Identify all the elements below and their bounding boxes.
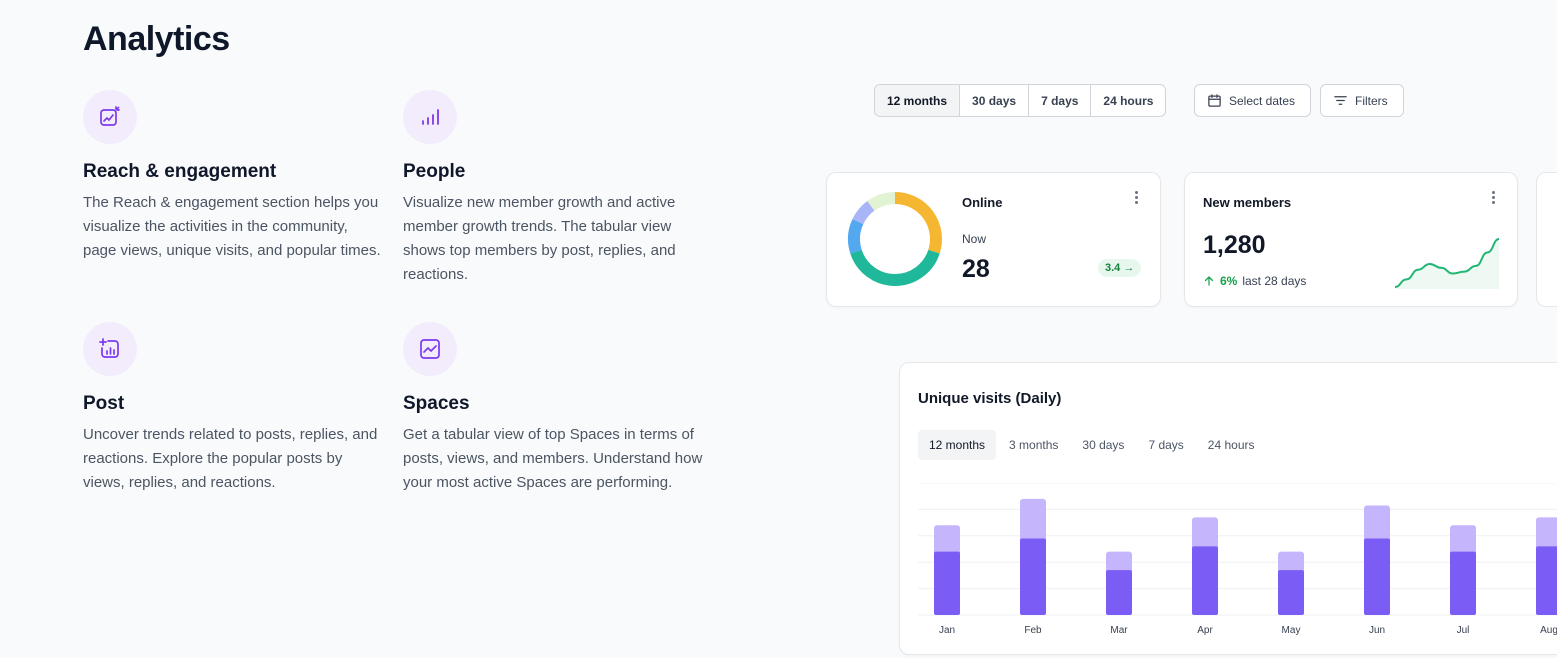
page-title: Analytics xyxy=(83,20,230,58)
tab-7-days[interactable]: 7 days xyxy=(1148,438,1184,452)
feature-reach-engagement: Reach & engagement The Reach & engagemen… xyxy=(83,90,383,263)
bar-plus-icon xyxy=(83,322,137,376)
x-tick-label: Apr xyxy=(1197,625,1213,636)
range-24-hours[interactable]: 24 hours xyxy=(1103,93,1154,108)
online-trend-badge: 3.4 → xyxy=(1098,259,1142,277)
sparkline-line xyxy=(1394,238,1500,288)
tab-30-days[interactable]: 30 days xyxy=(1082,438,1125,452)
feature-description: Visualize new member growth and active m… xyxy=(403,194,676,283)
donut-segment-4 xyxy=(867,192,896,211)
line-chart-icon xyxy=(403,322,457,376)
range-toggle: 12 months 30 days 7 days 24 hours xyxy=(874,84,1167,117)
online-value: 28 xyxy=(962,255,990,283)
x-tick-label: Feb xyxy=(1024,625,1042,636)
filters-label: Filters xyxy=(1355,93,1388,108)
chart-sparkle-icon xyxy=(83,90,137,144)
online-donut-chart xyxy=(848,192,942,286)
filters-button[interactable]: Filters xyxy=(1320,84,1404,117)
bar-signal-icon xyxy=(403,90,457,144)
bar-unique-jan xyxy=(934,551,960,615)
bar-unique-mar xyxy=(1106,570,1132,615)
bar-unique-aug xyxy=(1536,546,1557,615)
new-members-value: 1,280 xyxy=(1203,231,1266,259)
feature-people: People Visualize new member growth and a… xyxy=(403,90,703,287)
select-dates-label: Select dates xyxy=(1229,93,1296,108)
filter-lines-icon xyxy=(1334,96,1347,105)
new-members-delta-pct: 6% xyxy=(1220,274,1238,288)
donut-segment-2 xyxy=(848,218,864,254)
select-dates-button[interactable]: Select dates xyxy=(1194,84,1311,117)
tab-24-hours[interactable]: 24 hours xyxy=(1207,438,1255,452)
feature-title: People xyxy=(403,161,466,182)
unique-visits-bar-chart: Jan Feb Mar Apr May Jun Jul Aug xyxy=(918,483,1557,636)
new-members-card: New members 1,280 6% last 28 days xyxy=(1184,172,1518,307)
x-tick-label: Jul xyxy=(1457,625,1470,636)
feature-post: Post Uncover trends related to posts, re… xyxy=(83,322,383,495)
donut-segment-1 xyxy=(850,249,940,286)
unique-visits-card: Unique visits (Daily) 12 months 3 months… xyxy=(899,362,1557,655)
bar-unique-jul xyxy=(1450,551,1476,615)
x-tick-label: Jun xyxy=(1369,625,1385,636)
x-tick-label: May xyxy=(1282,625,1301,636)
sparkline-area xyxy=(1395,239,1499,289)
unique-visits-tabs: 12 months 3 months 30 days 7 days 24 hou… xyxy=(918,430,1266,460)
arrow-up-icon xyxy=(1204,276,1214,286)
online-sublabel: Now xyxy=(962,232,987,246)
feature-title: Reach & engagement xyxy=(83,161,277,182)
unique-visits-title: Unique visits (Daily) xyxy=(918,390,1062,407)
feature-spaces: Spaces Get a tabular view of top Spaces … xyxy=(403,322,703,495)
feature-title: Post xyxy=(83,393,125,414)
new-members-menu-icon[interactable] xyxy=(1492,191,1496,204)
donut-segment-3 xyxy=(852,200,875,225)
range-7-days[interactable]: 7 days xyxy=(1029,85,1092,116)
online-card: Online Now 28 3.4 → xyxy=(826,172,1161,307)
calendar-icon xyxy=(1208,94,1221,107)
range-30-days[interactable]: 30 days xyxy=(960,85,1030,116)
new-members-title: New members xyxy=(1203,195,1292,210)
range-12-months[interactable]: 12 months xyxy=(875,85,961,116)
donut-segment-0 xyxy=(894,192,942,254)
feature-description: Get a tabular view of top Spaces in term… xyxy=(403,426,703,491)
bar-unique-may xyxy=(1278,570,1304,615)
x-tick-label: Mar xyxy=(1110,625,1128,636)
new-members-delta: 6% last 28 days xyxy=(1203,274,1306,288)
x-tick-label: Aug xyxy=(1540,625,1557,636)
online-menu-icon[interactable] xyxy=(1135,191,1139,204)
partial-card xyxy=(1536,172,1557,307)
feature-description: Uncover trends related to posts, replies… xyxy=(83,426,378,491)
bar-unique-feb xyxy=(1020,538,1046,615)
bar-unique-jun xyxy=(1364,538,1390,615)
feature-title: Spaces xyxy=(403,393,470,414)
bar-unique-apr xyxy=(1192,546,1218,615)
online-title: Online xyxy=(962,195,1003,210)
tab-3-months[interactable]: 3 months xyxy=(1009,438,1059,452)
new-members-delta-label: last 28 days xyxy=(1242,274,1307,288)
x-tick-label: Jan xyxy=(939,625,955,636)
feature-description: The Reach & engagement section helps you… xyxy=(83,194,381,259)
tab-12-months[interactable]: 12 months xyxy=(918,430,997,460)
new-members-sparkline xyxy=(1394,238,1500,289)
